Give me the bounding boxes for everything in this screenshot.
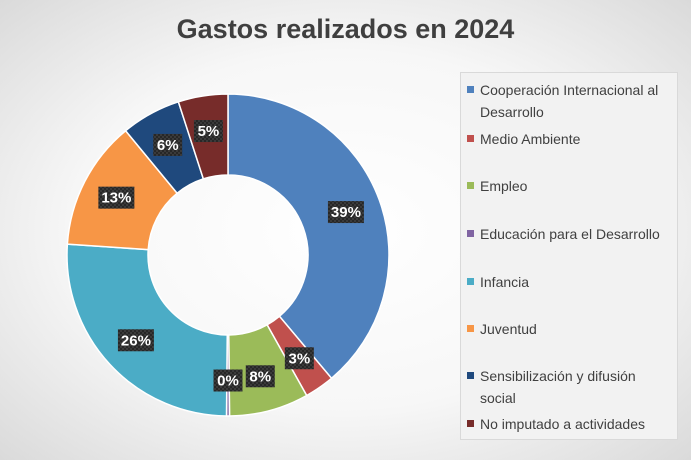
legend-label: Infancia [480,274,530,290]
chart-title: Gastos realizados en 2024 [176,14,515,44]
legend-swatch [467,278,474,285]
data-label-box [245,365,275,388]
data-label: 26% [121,332,151,349]
legend-swatch [467,372,474,379]
data-label: 13% [101,190,131,207]
data-label: 39% [331,204,361,221]
legend-swatch [467,86,474,93]
slice-cooperacion-internacional-al-desarrollo [227,93,390,380]
data-label-box [117,329,154,352]
data-label-box [98,186,135,209]
legend-item-infancia: Infancia [467,271,675,293]
legend-label: Empleo [480,178,528,194]
legend-label: Juventud [480,321,537,337]
data-label: 3% [288,350,310,367]
legend-swatch [467,135,474,142]
data-label-box [153,133,183,156]
data-label: 0% [217,373,239,390]
legend: Cooperación Internacional al Desarrollo M… [460,72,678,440]
legend-item-empleo: Empleo [467,175,675,197]
legend-label: Educación para el Desarrollo [480,226,660,242]
data-label: 6% [157,137,179,154]
data-labels: 39% 3% 8% 0% 26% 13% 6% 5% [98,120,364,392]
data-label-box [193,120,223,143]
data-label-box [327,201,364,224]
legend-item-juventud: Juventud [467,318,675,340]
legend-swatch [467,420,474,427]
legend-swatch [467,230,474,237]
legend-item-cooperacion-internacional-al-desarrollo: Cooperación Internacional al Desarrollo [467,79,675,123]
data-label-box [213,369,243,392]
legend-item-educacion-para-el-desarrollo: Educación para el Desarrollo [467,223,675,245]
legend-label: No imputado a actividades [480,416,645,432]
legend-swatch [467,325,474,332]
legend-label: Cooperación Internacional al Desarrollo [480,82,659,120]
data-label-box [284,347,314,370]
data-label: 5% [198,123,220,140]
legend-item-medio-ambiente: Medio Ambiente [467,128,675,150]
legend-swatch [467,182,474,189]
legend-label: Medio Ambiente [480,131,581,147]
legend-item-sensibilizacion-y-difusion-social: Sensibilización y difusión social [467,365,675,409]
legend-item-no-imputado-a-actividades: No imputado a actividades [467,413,675,435]
data-label: 8% [249,368,271,385]
donut-slices [66,93,390,417]
legend-label: Sensibilización y difusión social [480,368,636,406]
